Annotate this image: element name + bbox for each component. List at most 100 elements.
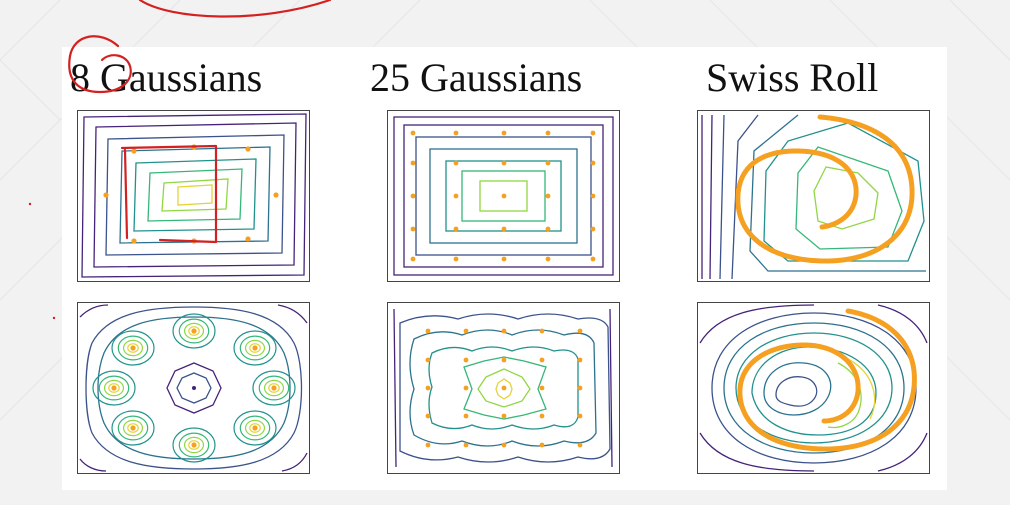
gaussian-ring — [244, 419, 266, 437]
gaussian-ring — [252, 370, 296, 406]
sample-point — [501, 130, 507, 136]
gaussian-ring — [117, 415, 149, 441]
sample-point — [590, 256, 596, 262]
sample-point — [539, 328, 545, 334]
title-swiss-roll: Swiss Roll — [706, 55, 879, 100]
sample-point — [539, 385, 545, 391]
gaussian-ring — [117, 335, 149, 361]
sample-point — [453, 160, 459, 166]
title-8-gaussians: 8 Gaussians — [70, 55, 263, 100]
title-25-gaussians: 25 Gaussians — [370, 55, 583, 100]
contour-plot-8-gaussians-bottom — [79, 304, 308, 472]
sample-point — [453, 256, 459, 262]
sample-point — [130, 425, 136, 431]
sample-point — [463, 442, 469, 448]
panel-swiss-roll-bottom — [697, 302, 930, 474]
sample-point — [590, 130, 596, 136]
sample-point — [539, 442, 545, 448]
sample-point — [501, 442, 507, 448]
sample-point — [545, 193, 551, 199]
panel-25-gaussians-top — [387, 110, 620, 282]
gaussian-ring — [108, 383, 120, 393]
panel-25-gaussians-bottom — [387, 302, 620, 474]
panel-8-gaussians-top — [77, 110, 310, 282]
sample-point — [453, 226, 459, 232]
panel-swiss-roll-top — [697, 110, 930, 282]
sample-point — [501, 193, 507, 199]
gaussian-ring — [122, 419, 144, 437]
sample-point — [577, 328, 583, 334]
gaussian-ring — [92, 370, 136, 406]
sample-point — [590, 193, 596, 199]
gaussian-ring — [98, 375, 130, 401]
gaussian-ring — [183, 436, 205, 454]
contour-plot-swiss-roll-top — [701, 114, 926, 280]
sample-point — [111, 385, 117, 391]
sample-point — [425, 357, 431, 363]
sample-point — [425, 328, 431, 334]
sample-point — [463, 328, 469, 334]
sample-point — [130, 345, 136, 351]
sample-point — [410, 226, 416, 232]
gaussian-ring — [249, 343, 261, 353]
sample-point — [577, 413, 583, 419]
sample-point — [501, 413, 507, 419]
sample-point — [453, 130, 459, 136]
gaussian-ring — [239, 335, 271, 361]
gaussian-ring — [188, 326, 200, 336]
gaussian-ring — [233, 410, 277, 446]
contour-plot-8-gaussians-top — [81, 113, 307, 278]
sample-point — [453, 193, 459, 199]
sample-point — [425, 413, 431, 419]
gaussian-ring — [178, 318, 210, 344]
sample-point — [545, 160, 551, 166]
gaussian-ring — [263, 379, 285, 397]
gaussian-ring — [258, 375, 290, 401]
gaussian-ring — [188, 440, 200, 450]
gaussian-8-rings — [92, 313, 296, 463]
sample-point — [252, 425, 258, 431]
gaussian-ring — [127, 343, 139, 353]
sample-point — [577, 442, 583, 448]
sample-point — [545, 130, 551, 136]
sample-point — [501, 385, 507, 391]
sample-point — [590, 160, 596, 166]
sample-point — [191, 442, 197, 448]
sample-point — [501, 256, 507, 262]
contour-plot-25-gaussians-top — [393, 116, 614, 276]
sample-point — [425, 385, 431, 391]
sample-point — [501, 226, 507, 232]
sample-point — [425, 442, 431, 448]
sample-point — [410, 256, 416, 262]
sample-point — [577, 357, 583, 363]
gaussian-ring — [239, 415, 271, 441]
gaussian-ring — [244, 339, 266, 357]
sample-point — [463, 413, 469, 419]
gaussian-ring — [111, 410, 155, 446]
gaussian-ring — [233, 330, 277, 366]
sample-point — [271, 385, 277, 391]
gaussian-ring — [122, 339, 144, 357]
gaussian-ring — [103, 379, 125, 397]
sample-point — [410, 193, 416, 199]
sample-point — [590, 226, 596, 232]
sample-point — [501, 328, 507, 334]
gaussian-ring — [268, 383, 280, 393]
gaussian-ring — [172, 427, 216, 463]
sample-point — [545, 256, 551, 262]
sample-point — [501, 160, 507, 166]
gaussian-ring — [111, 330, 155, 366]
sample-point — [545, 226, 551, 232]
contour-plot-25-gaussians-bottom — [393, 308, 613, 468]
sample-point — [191, 328, 197, 334]
contour-plot-swiss-roll-bottom — [699, 304, 928, 472]
sample-point — [501, 357, 507, 363]
sample-point — [463, 385, 469, 391]
gaussian-ring — [127, 423, 139, 433]
sample-point — [252, 345, 258, 351]
sample-point — [577, 385, 583, 391]
sample-point — [410, 160, 416, 166]
gaussian-ring — [249, 423, 261, 433]
sample-point — [410, 130, 416, 136]
gaussian-ring — [183, 322, 205, 340]
